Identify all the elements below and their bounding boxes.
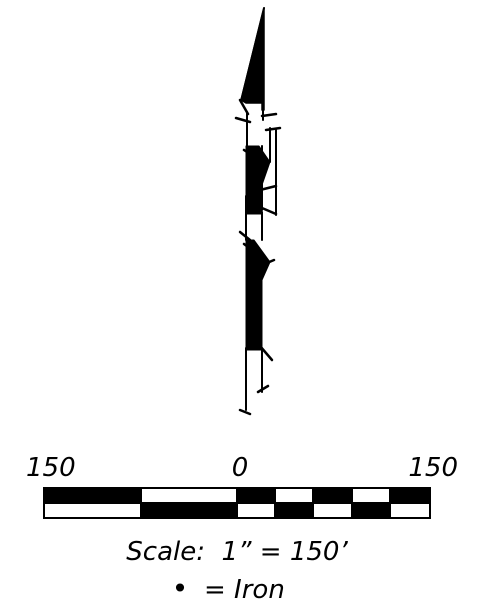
scale-labels: 150 0 150 bbox=[26, 453, 458, 483]
iron-tick bbox=[238, 408, 252, 416]
scale-seg bbox=[140, 502, 238, 519]
scale-seg bbox=[389, 487, 431, 504]
scale-seg bbox=[274, 502, 314, 519]
scale-caption: Scale: 1” = 150’ bbox=[126, 537, 348, 567]
iron-tick bbox=[264, 126, 282, 132]
iron-tick bbox=[258, 258, 276, 268]
scale-seg bbox=[43, 502, 142, 519]
legend: • = Iron bbox=[172, 572, 285, 605]
legend-text: = Iron bbox=[204, 575, 285, 605]
iron-tick bbox=[260, 206, 278, 216]
wedge-left-edge bbox=[240, 7, 265, 102]
scale-seg bbox=[351, 487, 391, 504]
iron-tick bbox=[256, 384, 270, 394]
scale-label-right: 150 bbox=[408, 453, 458, 483]
scale-seg bbox=[351, 502, 391, 519]
parcel-lot-3 bbox=[245, 239, 271, 351]
iron-tick bbox=[242, 242, 262, 258]
scale-label-zero: 0 bbox=[232, 453, 249, 483]
scale-seg bbox=[236, 502, 276, 519]
scale-seg bbox=[274, 487, 314, 504]
scale-seg bbox=[312, 502, 353, 519]
scale-seg bbox=[236, 487, 276, 504]
iron-tick bbox=[238, 230, 252, 242]
scale-seg bbox=[43, 487, 142, 504]
iron-symbol: • bbox=[172, 572, 189, 605]
parcel-lot-2 bbox=[245, 145, 271, 215]
scale-seg bbox=[389, 502, 431, 519]
scale-seg bbox=[312, 487, 353, 504]
iron-tick bbox=[242, 148, 264, 164]
iron-tick bbox=[258, 184, 278, 192]
scale-bar bbox=[43, 487, 431, 519]
iron-tick bbox=[260, 112, 278, 118]
scale-seg bbox=[140, 487, 238, 504]
parcel-drawing bbox=[234, 7, 282, 416]
scale-label-left: 150 bbox=[26, 453, 76, 483]
